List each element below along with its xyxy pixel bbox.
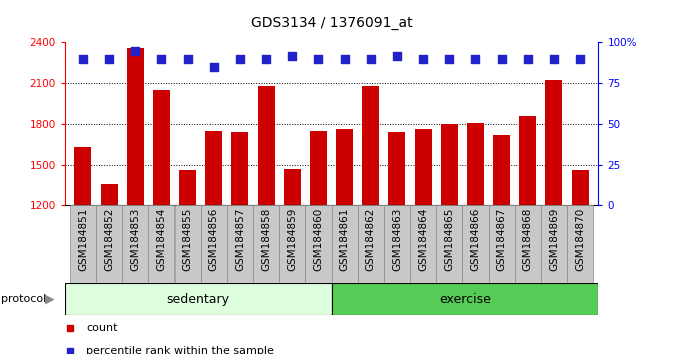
Bar (227, 205, 253, 283)
Text: GSM184858: GSM184858 (261, 208, 271, 271)
Text: count: count (86, 323, 118, 333)
Point (182, 56, 193, 62)
Point (418, 56, 428, 62)
Point (470, 56, 481, 62)
Bar (201, 205, 227, 283)
Bar (358, 205, 384, 283)
Bar (567, 205, 593, 283)
Point (549, 56, 560, 62)
Text: percentile rank within the sample: percentile rank within the sample (86, 346, 274, 354)
Bar (572, 170, 589, 354)
Point (496, 56, 507, 62)
Bar (126, 48, 143, 354)
Bar (70, 205, 96, 283)
Bar (520, 116, 537, 354)
Bar (332, 283, 598, 315)
Point (522, 56, 533, 62)
Text: GSM184868: GSM184868 (523, 208, 532, 271)
Text: sedentary: sedentary (167, 293, 230, 306)
Bar (74, 147, 91, 354)
Text: GSM184853: GSM184853 (131, 208, 140, 271)
Text: GSM184862: GSM184862 (366, 208, 376, 271)
Point (260, 56, 271, 62)
Text: GSM184869: GSM184869 (549, 208, 559, 271)
Bar (231, 132, 248, 354)
Point (287, 53, 298, 58)
Bar (122, 205, 148, 283)
Bar (305, 205, 332, 283)
Bar (541, 205, 567, 283)
Text: GSM184865: GSM184865 (444, 208, 454, 271)
Bar (493, 135, 510, 354)
Point (365, 56, 376, 62)
Bar (545, 80, 562, 354)
Bar (153, 90, 170, 354)
Bar (384, 205, 410, 283)
Text: GSM184866: GSM184866 (471, 208, 480, 271)
Text: GSM184870: GSM184870 (575, 208, 585, 271)
Point (235, 56, 245, 62)
Bar (284, 169, 301, 354)
Bar (362, 86, 379, 354)
Bar (410, 205, 436, 283)
Point (339, 56, 350, 62)
Text: GSM184861: GSM184861 (339, 208, 350, 271)
Bar (388, 132, 405, 354)
Bar (515, 205, 541, 283)
Text: ▶: ▶ (45, 293, 54, 306)
Point (444, 56, 455, 62)
Point (130, 48, 141, 53)
Bar (332, 205, 358, 283)
Bar (179, 170, 196, 354)
Bar (101, 184, 118, 354)
Point (392, 53, 403, 58)
Bar (336, 129, 353, 354)
Bar (488, 205, 515, 283)
Text: GSM184851: GSM184851 (78, 208, 88, 271)
Text: exercise: exercise (439, 293, 491, 306)
Text: GSM184857: GSM184857 (235, 208, 245, 271)
Text: GSM184863: GSM184863 (392, 208, 402, 271)
Text: GSM184867: GSM184867 (496, 208, 507, 271)
Bar (253, 205, 279, 283)
Bar (258, 86, 275, 354)
Bar (205, 131, 222, 354)
Bar (65, 283, 332, 315)
Point (208, 64, 219, 70)
Bar (436, 205, 462, 283)
Bar (96, 205, 122, 283)
Bar (467, 122, 484, 354)
Bar (441, 124, 458, 354)
Text: protocol: protocol (1, 294, 47, 304)
Text: GSM184856: GSM184856 (209, 208, 219, 271)
Point (575, 56, 585, 62)
Point (313, 56, 324, 62)
Bar (310, 131, 327, 354)
Text: GSM184852: GSM184852 (104, 208, 114, 271)
Bar (415, 129, 432, 354)
Text: GSM184855: GSM184855 (183, 208, 192, 271)
Point (156, 56, 167, 62)
Text: GSM184859: GSM184859 (287, 208, 297, 271)
Bar (462, 205, 488, 283)
Bar (175, 205, 201, 283)
Point (78, 56, 88, 62)
Text: GSM184854: GSM184854 (156, 208, 167, 271)
Bar (148, 205, 175, 283)
Point (103, 56, 114, 62)
Bar (279, 205, 305, 283)
Text: GSM184860: GSM184860 (313, 208, 324, 271)
Text: GDS3134 / 1376091_at: GDS3134 / 1376091_at (251, 16, 412, 30)
Text: GSM184864: GSM184864 (418, 208, 428, 271)
